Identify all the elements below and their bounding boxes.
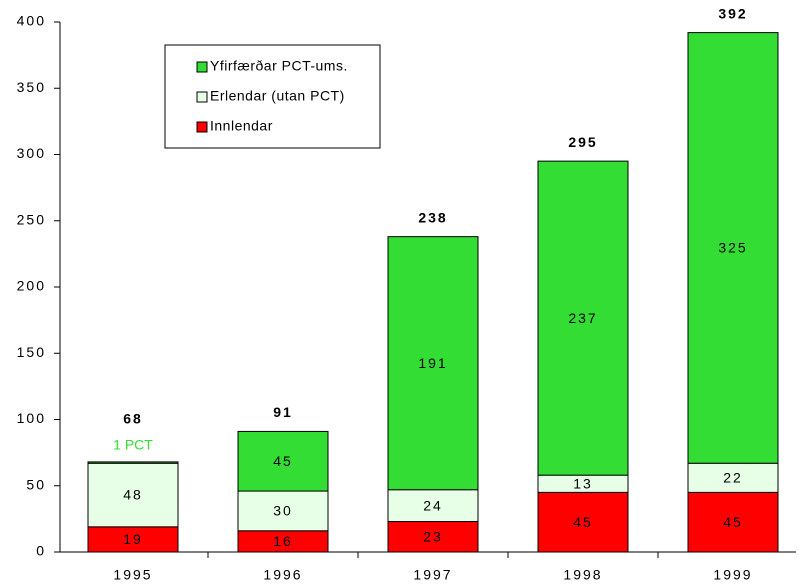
bar-segment bbox=[687, 491, 779, 553]
total-label: 238 bbox=[418, 209, 447, 225]
legend-label: Erlendar (utan PCT) bbox=[210, 88, 345, 104]
x-tick-label: 1996 bbox=[263, 567, 302, 583]
value-label: 48 bbox=[123, 487, 143, 503]
bar-segment bbox=[537, 491, 629, 553]
bar-segment bbox=[537, 160, 629, 476]
total-label: 91 bbox=[273, 404, 293, 420]
value-label: 45 bbox=[273, 453, 293, 469]
y-tick-label: 0 bbox=[36, 543, 46, 559]
legend-swatch bbox=[196, 61, 208, 73]
y-tick-label: 200 bbox=[17, 278, 46, 294]
legend-swatch bbox=[196, 121, 208, 133]
value-label: 19 bbox=[123, 531, 143, 547]
x-tick-label: 1998 bbox=[563, 567, 602, 583]
bar-segment bbox=[87, 526, 179, 553]
value-label: 24 bbox=[423, 497, 443, 513]
value-label: 45 bbox=[573, 514, 593, 530]
y-tick-label: 350 bbox=[17, 79, 46, 95]
value-label: 1 PCT bbox=[113, 437, 153, 453]
y-tick-label: 100 bbox=[17, 410, 46, 426]
legend-swatch bbox=[196, 91, 208, 103]
bar-segment bbox=[387, 236, 479, 491]
value-label: 22 bbox=[723, 470, 743, 486]
bar-segment bbox=[687, 32, 779, 464]
bar-segment bbox=[387, 489, 479, 523]
bar-segment bbox=[87, 461, 179, 464]
x-tick-label: 1995 bbox=[113, 567, 152, 583]
value-label: 191 bbox=[418, 355, 447, 371]
value-label: 30 bbox=[273, 503, 293, 519]
value-label: 23 bbox=[423, 528, 443, 544]
total-label: 295 bbox=[568, 134, 597, 150]
bar-segment bbox=[237, 430, 329, 492]
value-label: 45 bbox=[723, 514, 743, 530]
value-label: 237 bbox=[568, 310, 597, 326]
x-tick-label: 1997 bbox=[413, 567, 452, 583]
bar-segment bbox=[387, 521, 479, 553]
x-tick-label: 1999 bbox=[713, 567, 752, 583]
y-tick-label: 150 bbox=[17, 344, 46, 360]
legend-label: Innlendar bbox=[210, 118, 273, 134]
bar-segment bbox=[237, 490, 329, 532]
value-label: 16 bbox=[273, 533, 293, 549]
total-label: 392 bbox=[718, 5, 747, 21]
y-tick-label: 400 bbox=[17, 13, 46, 29]
value-label: 325 bbox=[718, 240, 747, 256]
y-tick-label: 250 bbox=[17, 211, 46, 227]
y-tick-label: 50 bbox=[26, 476, 46, 492]
y-tick-label: 300 bbox=[17, 145, 46, 161]
total-label: 68 bbox=[123, 411, 143, 427]
value-label: 13 bbox=[573, 475, 593, 491]
legend-label: Yfirfærðar PCT-ums. bbox=[210, 58, 348, 74]
